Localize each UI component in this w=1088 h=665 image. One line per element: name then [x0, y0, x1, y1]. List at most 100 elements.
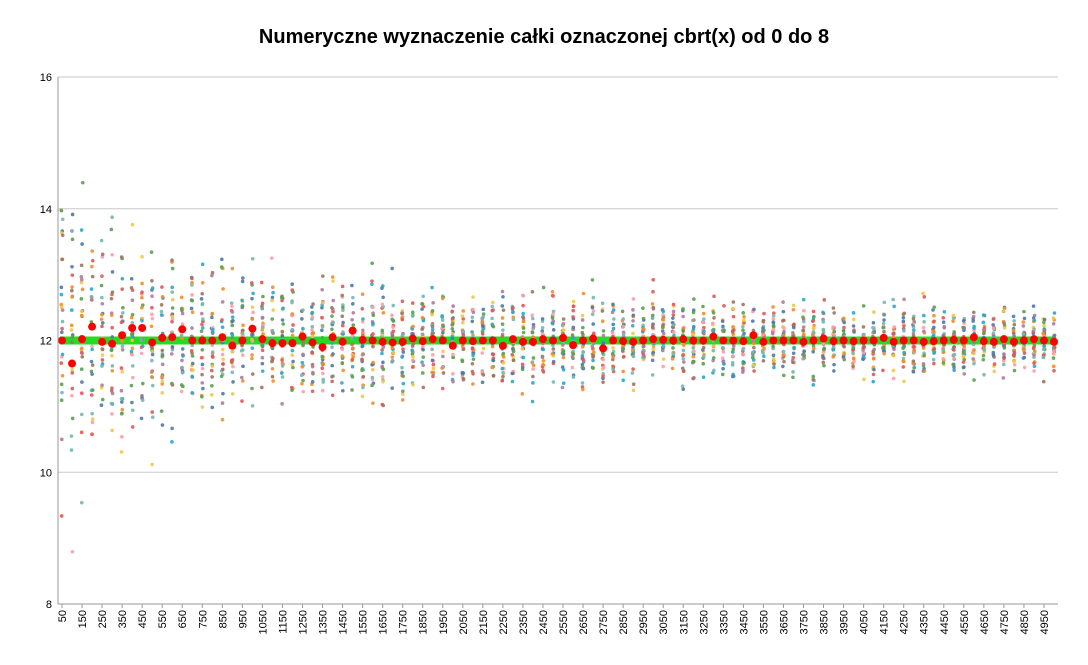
sample-point	[110, 353, 114, 358]
y-tick-label: 12	[40, 336, 52, 348]
sample-point	[841, 329, 846, 333]
sample-point	[70, 308, 74, 312]
sample-point	[621, 378, 626, 383]
sample-point	[551, 328, 556, 332]
sample-point	[882, 318, 886, 322]
sample-point	[741, 302, 745, 307]
sample-point	[480, 320, 485, 324]
sample-point	[580, 345, 585, 349]
sample-point	[299, 373, 304, 378]
sample-point	[271, 290, 275, 295]
sample-point	[320, 328, 324, 333]
sample-point	[70, 549, 75, 554]
x-tick-label: 3250	[698, 610, 710, 634]
mean-point	[829, 337, 838, 346]
sample-point	[160, 285, 164, 289]
sample-point	[120, 407, 125, 412]
sample-point	[450, 332, 455, 336]
sample-point	[90, 417, 95, 422]
mean-point	[1039, 336, 1048, 345]
sample-point	[150, 286, 155, 290]
x-tick-label: 3550	[758, 610, 770, 634]
sample-point	[150, 352, 155, 357]
sample-point	[661, 312, 665, 317]
sample-point	[350, 342, 354, 347]
sample-point	[109, 389, 114, 393]
sample-point	[961, 318, 966, 323]
sample-point	[591, 322, 595, 326]
x-tick-label: 4250	[899, 610, 911, 634]
sample-point	[772, 365, 776, 370]
sample-point	[441, 349, 445, 354]
sample-point	[711, 311, 716, 315]
sample-point	[530, 316, 535, 321]
sample-point	[330, 305, 334, 310]
sample-point	[79, 367, 84, 371]
mean-point	[398, 337, 407, 346]
sample-point	[571, 308, 576, 313]
sample-point	[270, 374, 275, 379]
sample-point	[791, 360, 795, 365]
sample-point	[220, 318, 224, 322]
sample-point	[892, 347, 896, 352]
sample-point	[822, 298, 827, 302]
sample-point	[881, 368, 885, 373]
sample-point	[371, 344, 375, 349]
sample-point	[280, 334, 285, 339]
mean-point	[438, 336, 447, 345]
sample-point	[420, 371, 425, 375]
sample-point	[219, 374, 224, 379]
sample-point	[1002, 356, 1006, 360]
sample-point	[952, 348, 956, 352]
sample-point	[922, 295, 927, 299]
sample-point	[610, 330, 615, 335]
x-tick-label: 2150	[478, 610, 490, 634]
sample-point	[1042, 320, 1046, 325]
sample-point	[260, 348, 265, 353]
sample-point	[791, 355, 796, 360]
sample-point	[230, 323, 235, 328]
sample-point	[621, 317, 625, 321]
sample-point	[310, 314, 315, 319]
sample-point	[220, 401, 225, 405]
sample-point	[702, 317, 706, 321]
sample-point	[211, 327, 215, 332]
sample-point	[361, 352, 365, 357]
sample-point	[320, 366, 325, 371]
sample-point	[561, 317, 566, 321]
sample-point	[140, 398, 145, 403]
sample-point	[79, 347, 84, 351]
sample-point	[60, 257, 64, 262]
sample-point	[221, 287, 225, 291]
sample-point	[140, 281, 144, 286]
sample-point	[881, 346, 886, 350]
sample-point	[210, 350, 215, 354]
sample-point	[912, 319, 917, 324]
sample-point	[991, 326, 996, 331]
sample-point	[540, 317, 545, 321]
sample-point	[60, 217, 65, 222]
sample-point	[912, 345, 917, 349]
sample-point	[952, 345, 957, 349]
sample-point	[851, 364, 855, 369]
sample-point	[249, 281, 254, 285]
sample-point	[79, 280, 84, 285]
mean-point	[959, 336, 968, 345]
sample-point	[731, 347, 736, 351]
sample-point	[179, 306, 184, 311]
sample-point	[440, 386, 445, 391]
sample-point	[90, 249, 94, 253]
sample-point	[70, 285, 74, 289]
mean-point	[559, 333, 568, 342]
sample-point	[591, 353, 596, 358]
sample-point	[70, 229, 74, 233]
sample-point	[1032, 318, 1037, 323]
sample-point	[430, 327, 435, 332]
sample-point	[1012, 334, 1016, 339]
x-tick-label: 1550	[358, 610, 370, 634]
sample-point	[762, 354, 766, 359]
sample-point	[130, 338, 134, 343]
x-tick-label: 2550	[558, 610, 570, 634]
sample-point	[500, 366, 505, 371]
